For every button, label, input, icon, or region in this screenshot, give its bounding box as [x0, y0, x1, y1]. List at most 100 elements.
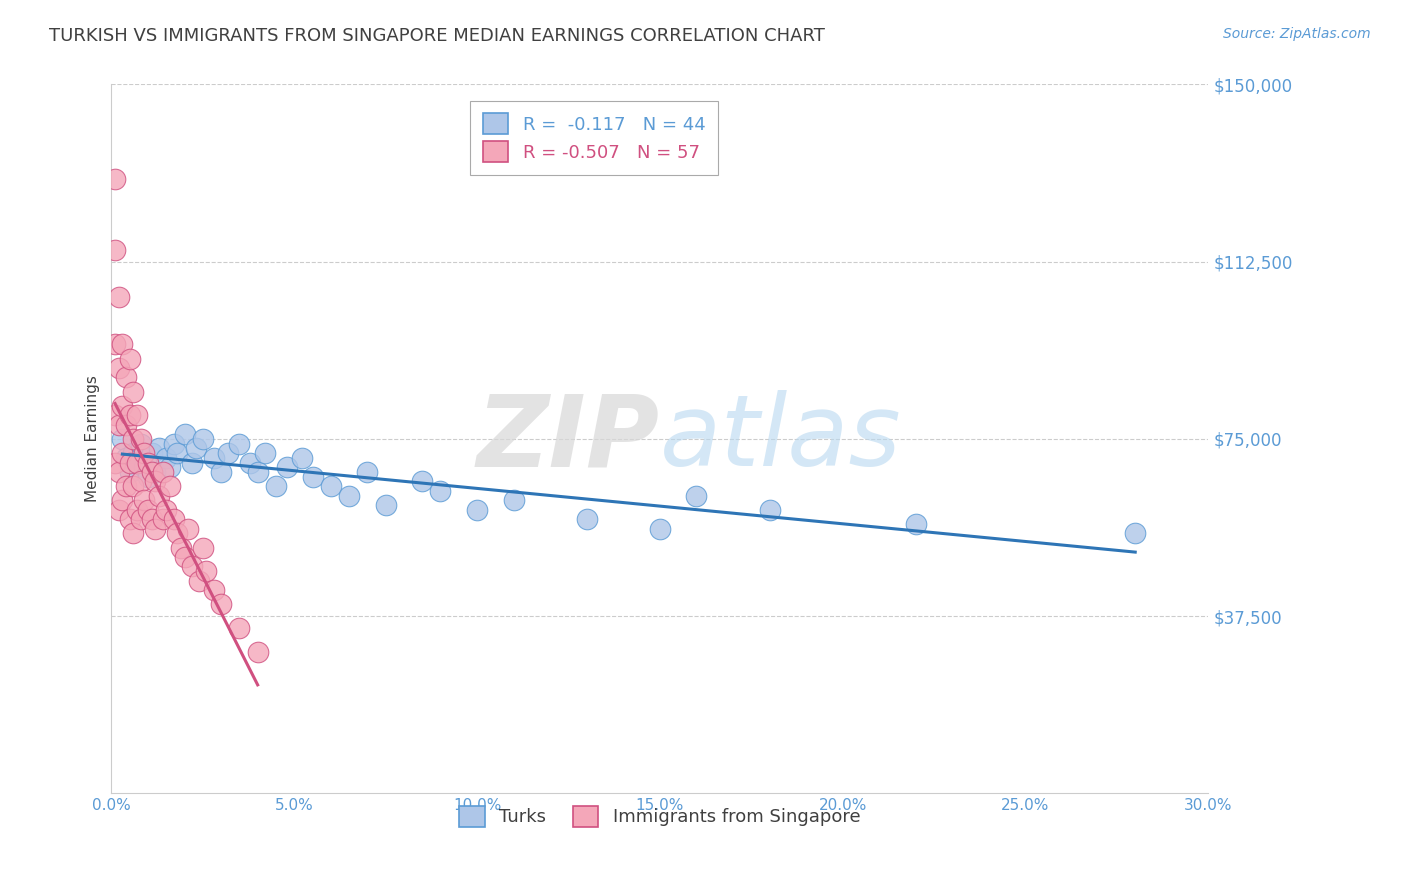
Text: Source: ZipAtlas.com: Source: ZipAtlas.com — [1223, 27, 1371, 41]
Point — [177, 522, 200, 536]
Point — [104, 456, 127, 470]
Point — [129, 512, 152, 526]
Legend: Turks, Immigrants from Singapore: Turks, Immigrants from Singapore — [453, 798, 868, 834]
Point — [228, 621, 250, 635]
Point — [141, 512, 163, 526]
Point — [246, 465, 269, 479]
Point — [276, 460, 298, 475]
Point — [115, 370, 138, 384]
Y-axis label: Median Earnings: Median Earnings — [86, 376, 100, 502]
Point — [115, 479, 138, 493]
Point — [118, 351, 141, 366]
Point — [575, 512, 598, 526]
Point — [129, 436, 152, 450]
Point — [107, 503, 129, 517]
Point — [166, 446, 188, 460]
Point — [195, 564, 218, 578]
Point — [264, 479, 287, 493]
Point — [125, 409, 148, 423]
Point — [122, 526, 145, 541]
Point — [217, 446, 239, 460]
Point — [502, 493, 524, 508]
Point — [253, 446, 276, 460]
Point — [107, 417, 129, 432]
Point — [191, 541, 214, 555]
Point — [188, 574, 211, 588]
Point — [337, 489, 360, 503]
Point — [148, 442, 170, 456]
Point — [107, 290, 129, 304]
Point — [374, 498, 396, 512]
Point — [104, 243, 127, 257]
Point — [191, 432, 214, 446]
Point — [129, 432, 152, 446]
Point — [111, 399, 134, 413]
Point — [104, 337, 127, 351]
Point — [125, 456, 148, 470]
Point — [141, 465, 163, 479]
Point — [136, 469, 159, 483]
Point — [166, 526, 188, 541]
Point — [202, 450, 225, 465]
Point — [143, 465, 166, 479]
Point — [180, 559, 202, 574]
Point — [134, 493, 156, 508]
Point — [170, 541, 193, 555]
Point — [111, 337, 134, 351]
Point — [648, 522, 671, 536]
Point — [202, 583, 225, 598]
Point — [319, 479, 342, 493]
Point — [136, 456, 159, 470]
Point — [209, 597, 232, 611]
Point — [159, 460, 181, 475]
Point — [122, 384, 145, 399]
Point — [162, 512, 184, 526]
Point — [134, 460, 156, 475]
Point — [104, 409, 127, 423]
Point — [118, 465, 141, 479]
Point — [758, 503, 780, 517]
Point — [152, 512, 174, 526]
Point — [122, 446, 145, 460]
Point — [152, 465, 174, 479]
Point — [118, 409, 141, 423]
Point — [107, 465, 129, 479]
Point — [290, 450, 312, 465]
Point — [301, 469, 323, 483]
Point — [122, 479, 145, 493]
Point — [159, 479, 181, 493]
Point — [118, 512, 141, 526]
Point — [685, 489, 707, 503]
Point — [173, 427, 195, 442]
Text: ZIP: ZIP — [477, 391, 659, 487]
Point — [111, 432, 134, 446]
Point — [118, 456, 141, 470]
Point — [429, 483, 451, 498]
Point — [184, 442, 207, 456]
Point — [239, 456, 262, 470]
Point — [246, 644, 269, 658]
Point — [115, 417, 138, 432]
Text: TURKISH VS IMMIGRANTS FROM SINGAPORE MEDIAN EARNINGS CORRELATION CHART: TURKISH VS IMMIGRANTS FROM SINGAPORE MED… — [49, 27, 825, 45]
Point — [107, 361, 129, 376]
Point — [904, 516, 927, 531]
Point — [104, 172, 127, 186]
Point — [155, 450, 177, 465]
Point — [141, 446, 163, 460]
Point — [228, 436, 250, 450]
Point — [136, 503, 159, 517]
Point — [173, 549, 195, 564]
Point — [134, 446, 156, 460]
Point — [356, 465, 378, 479]
Point — [111, 493, 134, 508]
Point — [1123, 526, 1146, 541]
Text: atlas: atlas — [659, 391, 901, 487]
Point — [125, 503, 148, 517]
Point — [143, 475, 166, 489]
Point — [115, 450, 138, 465]
Point — [122, 432, 145, 446]
Point — [143, 522, 166, 536]
Point — [148, 489, 170, 503]
Point — [162, 436, 184, 450]
Point — [411, 475, 433, 489]
